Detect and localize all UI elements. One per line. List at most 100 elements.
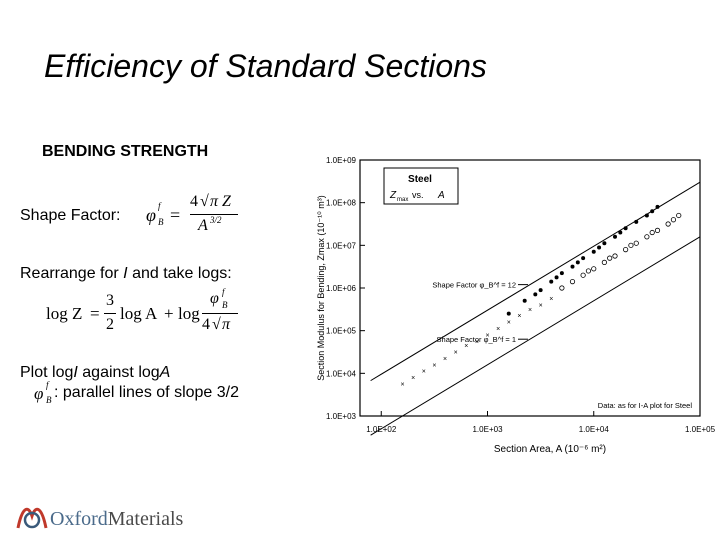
shape-factor-label: Shape Factor: bbox=[20, 207, 121, 224]
legend-vs: vs. bbox=[412, 190, 424, 200]
data-point-1 bbox=[601, 259, 607, 266]
equals-2: = bbox=[90, 304, 100, 323]
data-point-1 bbox=[559, 285, 565, 291]
data-point-0 bbox=[618, 230, 623, 235]
sub-b: B bbox=[158, 217, 164, 227]
sup-f-3: f bbox=[46, 380, 49, 390]
data-point-0 bbox=[591, 249, 596, 254]
exponent: 3/2 bbox=[210, 215, 222, 225]
data-point-0 bbox=[581, 256, 586, 261]
section-heading: BENDING STRENGTH bbox=[42, 143, 209, 160]
shape-factor-equation: φ f B = 4 √ π Z A 3/2 bbox=[146, 193, 246, 237]
phi-symbol: φ bbox=[146, 205, 156, 225]
data-point-1 bbox=[670, 217, 677, 223]
a-symbol: A bbox=[198, 217, 208, 234]
legend-a: A bbox=[437, 190, 445, 201]
chart-container: 1.0E+03 1.0E+04 1.0E+05 1.0E+06 1.0E+07 1.0E+… bbox=[310, 148, 720, 460]
y-tick-label: 1.0E+06 bbox=[326, 284, 357, 293]
logo-materials: Materials bbox=[107, 508, 184, 530]
legend-z: Z bbox=[389, 190, 397, 201]
logo-oxford: Oxford bbox=[50, 508, 108, 530]
data-point-0 bbox=[554, 275, 559, 280]
data-point-0 bbox=[538, 288, 543, 293]
log-equation: log Z = 3 2 log A + log φ f B 4 √ π bbox=[46, 287, 246, 338]
legend-title: Steel bbox=[408, 174, 432, 185]
plus: + bbox=[164, 304, 174, 323]
num-four: 4 bbox=[190, 193, 198, 210]
den-four: 4 bbox=[202, 316, 210, 333]
sub-b-2: B bbox=[222, 300, 228, 310]
y-tick-label: 1.0E+05 bbox=[326, 327, 357, 336]
fraction-bar bbox=[190, 214, 238, 215]
data-point-1 bbox=[612, 253, 618, 259]
data-point-1 bbox=[580, 272, 586, 278]
data-point-1 bbox=[649, 229, 655, 236]
y-tick-label: 1.0E+07 bbox=[326, 241, 357, 250]
x-axis-label: Section Area, A (10⁻⁶ m²) bbox=[494, 444, 606, 455]
x-tick-label: 1.0E+04 bbox=[579, 425, 610, 434]
x-tick-label: 1.0E+03 bbox=[472, 425, 503, 434]
data-point-2: × bbox=[454, 350, 458, 357]
legend-zmax-sub: max bbox=[397, 197, 408, 203]
data-point-2: × bbox=[400, 382, 404, 389]
data-point-0 bbox=[506, 311, 511, 316]
data-point-0 bbox=[533, 292, 538, 297]
data-point-0 bbox=[549, 279, 554, 284]
data-annotation: Data: as for I-A plot for Steel bbox=[598, 401, 693, 410]
log-z: log Z bbox=[46, 304, 83, 323]
plot-var1: I bbox=[73, 364, 78, 381]
data-point-0 bbox=[650, 209, 655, 214]
rearrange-var: I bbox=[123, 265, 128, 282]
data-point-1 bbox=[591, 266, 597, 272]
x-tick-label: 1.0E+02 bbox=[366, 425, 397, 434]
data-point-1 bbox=[665, 221, 671, 227]
y-tick-label: 1.0E+04 bbox=[326, 369, 357, 378]
den-pi: π bbox=[222, 316, 231, 333]
y-tick-label: 1.0E+09 bbox=[326, 156, 357, 165]
y-tick-label: 1.0E+03 bbox=[326, 412, 357, 421]
data-point-1 bbox=[607, 255, 613, 261]
data-point-2: × bbox=[411, 375, 415, 382]
data-point-2: × bbox=[443, 356, 447, 363]
scatter-chart: 1.0E+03 1.0E+04 1.0E+05 1.0E+06 1.0E+07 1.0E+… bbox=[316, 156, 716, 455]
sup-f-2: f bbox=[222, 287, 225, 297]
data-point-1 bbox=[644, 234, 650, 240]
z-symbol: Z bbox=[222, 193, 231, 210]
data-point-2: × bbox=[528, 307, 532, 314]
log-a: log A bbox=[120, 304, 158, 323]
data-point-0 bbox=[522, 298, 527, 303]
data-point-0 bbox=[559, 271, 564, 276]
data-point-2: × bbox=[464, 343, 468, 350]
frac-bar-1 bbox=[104, 313, 116, 314]
y-axis-label: Section Modulus for Bending, Zmax (10⁻¹⁰… bbox=[316, 195, 326, 380]
data-point-0 bbox=[634, 219, 639, 224]
frac-num: 3 bbox=[106, 292, 114, 309]
data-point-0 bbox=[575, 260, 580, 265]
plot-var2: A bbox=[159, 364, 171, 381]
data-point-2: × bbox=[422, 369, 426, 376]
rearrange-pre: Rearrange for bbox=[20, 265, 124, 282]
legend-box bbox=[383, 167, 459, 205]
plot-pre: Plot log bbox=[20, 364, 74, 381]
pi-symbol: π bbox=[210, 193, 219, 210]
data-point-2: × bbox=[485, 332, 489, 339]
guide-label-1: Shape Factor φ_B^f = 1 bbox=[437, 335, 516, 344]
data-point-2: × bbox=[507, 320, 511, 327]
data-point-0 bbox=[570, 264, 575, 269]
data-point-0 bbox=[655, 204, 660, 209]
data-point-0 bbox=[597, 245, 602, 250]
rearrange-post: and take logs: bbox=[127, 265, 232, 282]
slide-title: Efficiency of Standard Sections bbox=[44, 48, 487, 84]
data-point-2: × bbox=[549, 296, 553, 303]
data-point-0 bbox=[613, 234, 617, 239]
data-point-2: × bbox=[475, 339, 479, 346]
plot-instruction: Plot logI against logA bbox=[20, 364, 170, 382]
data-point-2: × bbox=[517, 313, 521, 320]
log-word: log bbox=[178, 304, 200, 323]
data-point-2: × bbox=[496, 326, 500, 333]
frac-bar-2 bbox=[202, 313, 238, 314]
data-point-1 bbox=[676, 212, 682, 219]
parallel-text: : parallel lines of slope 3/2 bbox=[54, 384, 239, 401]
data-point-1 bbox=[585, 268, 592, 274]
data-point-1 bbox=[623, 247, 629, 253]
